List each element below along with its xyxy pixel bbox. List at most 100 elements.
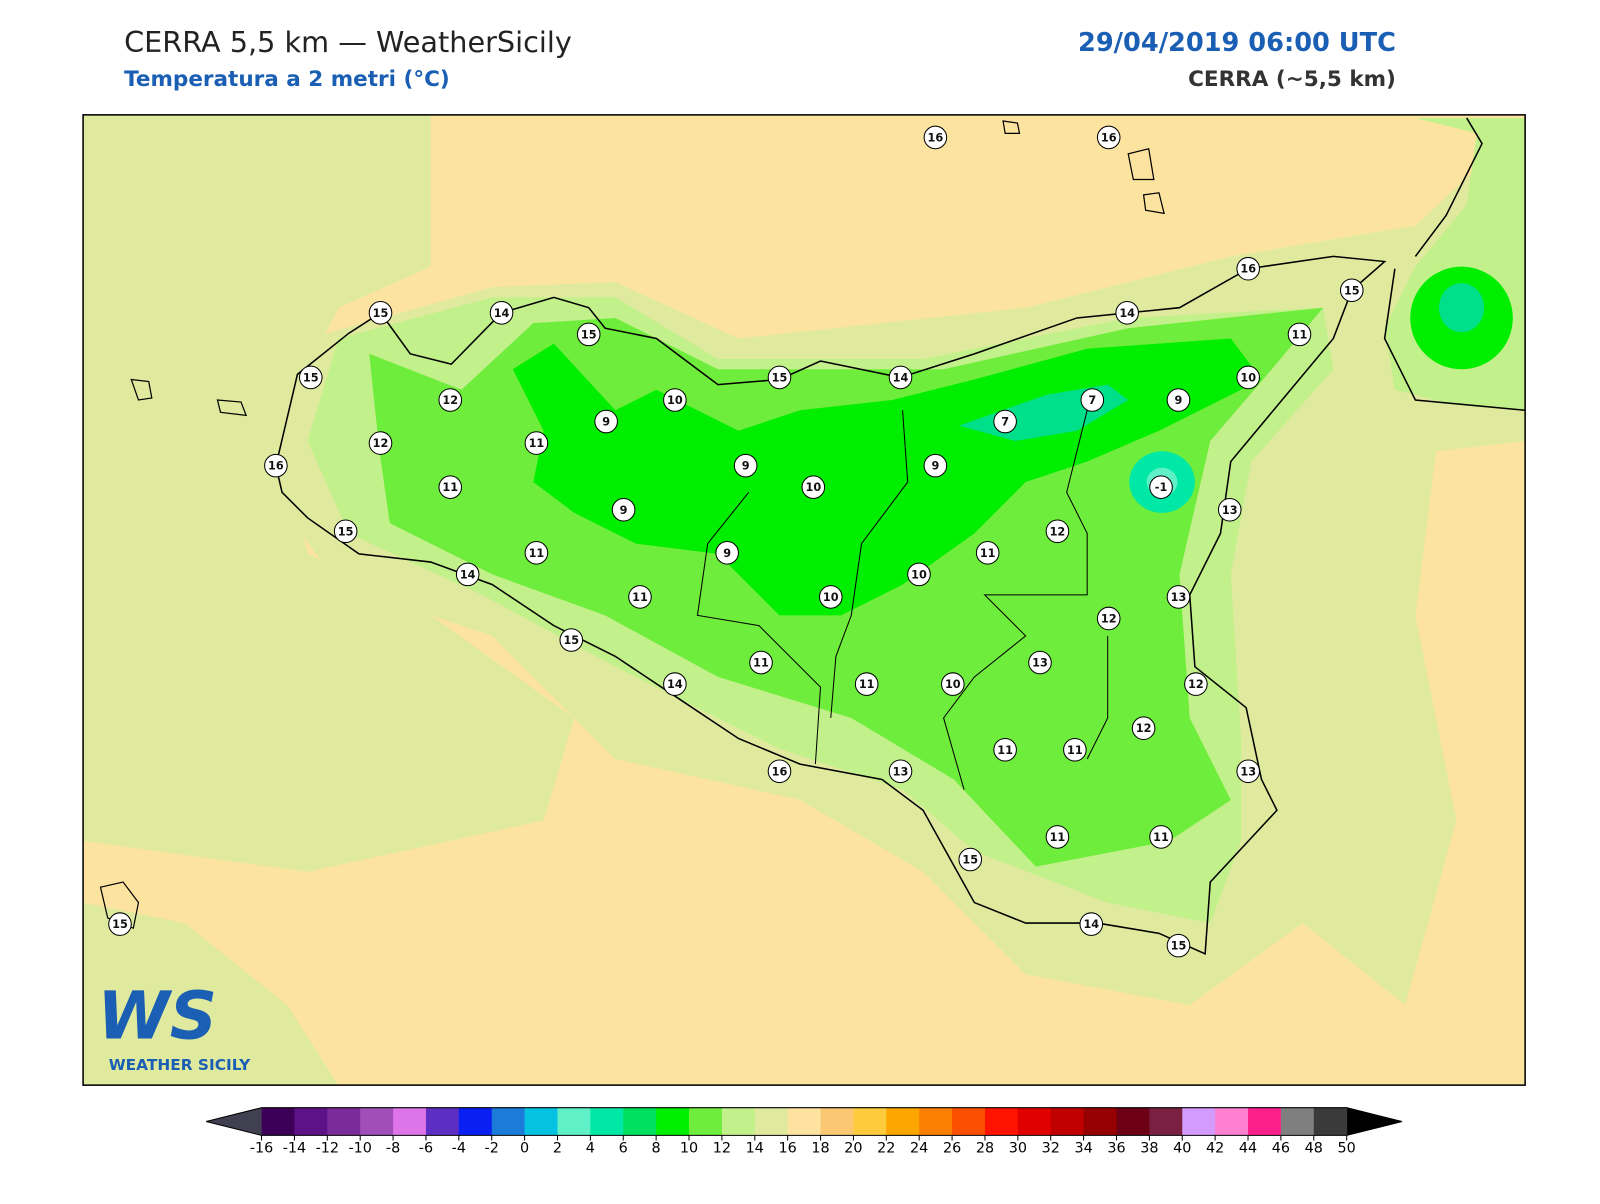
station-value: 11 [1292,328,1308,341]
station-marker [663,672,687,696]
colorbar-bin [754,1107,789,1136]
station-marker [368,431,393,455]
colorbar-bin [590,1107,624,1136]
station-value: 11 [1050,831,1066,844]
station-marker [524,541,549,565]
colorbar-tick-label: 16 [779,1141,797,1157]
station-marker [993,737,1017,762]
station-value: 11 [1067,744,1083,757]
colorbar: -16 -14 -12 -10 -8 -6 -4 -2 0 2 4 6 8 10 12 14 16 18 20 22 2… [206,1107,1403,1157]
colorbar-tick-label: 14 [746,1141,764,1157]
station-marker [888,365,913,390]
station-value: 11 [632,591,648,604]
colorbar-tick-label: 32 [1042,1141,1060,1157]
station-marker [733,453,758,478]
colorbar-bin [820,1107,854,1136]
station-value: 11 [997,744,1013,757]
station-marker [108,912,132,936]
station-marker [489,301,514,325]
station-marker [923,125,948,150]
station-marker [1184,672,1208,696]
colorbar-bin [360,1107,394,1136]
station-marker [576,322,601,347]
coastline [1383,117,1526,412]
station-value: 12 [1136,722,1152,735]
station-value: 12 [1050,525,1066,538]
station-value: 11 [529,437,545,450]
station-marker [715,541,739,565]
station-marker [907,562,931,587]
station-value: 15 [1171,940,1187,953]
subtitle: Temperatura a 2 metri (°C) [124,67,450,92]
station-marker [264,453,288,478]
station-value: 7 [1001,416,1009,429]
station-marker [941,672,965,696]
station-value: 15 [962,854,978,867]
station-value: 15 [373,307,389,320]
colorbar-tick-label: 40 [1173,1141,1191,1157]
colorbar-bin [886,1107,920,1136]
station-marker [298,365,323,390]
station-value: 10 [805,481,821,494]
colorbar-bin [1215,1107,1249,1136]
station-value: 11 [753,657,769,670]
colorbar-bin [393,1107,427,1136]
station-value: 13 [1171,591,1187,604]
colorbar-tick-label: 34 [1074,1141,1092,1157]
colorbar-bin [524,1107,558,1136]
colorbar-tick-label: -10 [348,1141,371,1157]
colorbar-tick-label: 18 [811,1141,829,1157]
colorbar-bin [1248,1107,1282,1136]
colorbar-bin [853,1107,887,1136]
logo-mark: WS [97,979,217,1055]
station-value: 10 [667,394,683,407]
station-value: 13 [1240,765,1256,778]
station-marker [1339,278,1364,303]
field-14 [83,902,339,1086]
map-area: 16 16 16 15 15 14 15 14 11 15 15 14 10 12 10 7 9 9 7 12 11 16… [83,114,1526,1086]
station-marker [1131,716,1156,740]
station-marker [368,301,393,325]
colorbar-bin [491,1107,526,1136]
station-value: 13 [1222,504,1238,517]
colorbar-tick-label: -8 [386,1141,400,1157]
colorbar-bin [425,1107,460,1136]
station-marker [818,585,843,609]
station-value: 16 [1240,263,1256,276]
station-marker [333,519,358,544]
colorbar-tick-label: -2 [485,1141,499,1157]
colorbar-tick-label: 4 [586,1141,595,1157]
colorbar-bin [1017,1107,1052,1136]
station-marker [1115,301,1139,325]
colorbar-tick-label: 36 [1107,1141,1125,1157]
station-marker [1080,388,1105,412]
colorbar-bin [557,1107,591,1136]
colorbar-under [206,1107,262,1136]
station-marker [455,562,480,587]
station-marker [524,431,549,455]
station-marker [594,409,618,434]
station-value: 16 [1101,131,1117,144]
station-value: 9 [723,547,731,560]
colorbar-tick-label: 24 [910,1141,928,1157]
station-marker [854,672,879,696]
province-borders [696,410,1109,790]
colorbar-bin [1149,1107,1183,1136]
station-marker [438,388,463,412]
station-marker [1166,933,1191,958]
station-value: 14 [1083,918,1099,931]
title: CERRA 5,5 km — WeatherSicily [124,25,572,59]
station-marker [767,759,792,784]
colorbar-tick-label: 12 [713,1141,731,1157]
colorbar-bin [919,1107,953,1136]
colorbar-bin [952,1107,986,1136]
map-frame [82,114,1526,1086]
station-marker [923,453,948,478]
field-6 [1438,283,1485,333]
station-marker [663,388,687,412]
colorbar-tick-label: 8 [652,1141,661,1157]
station-marker [975,541,1000,565]
datetime: 29/04/2019 06:00 UTC [1078,28,1396,58]
colorbar-bin [1280,1107,1315,1136]
